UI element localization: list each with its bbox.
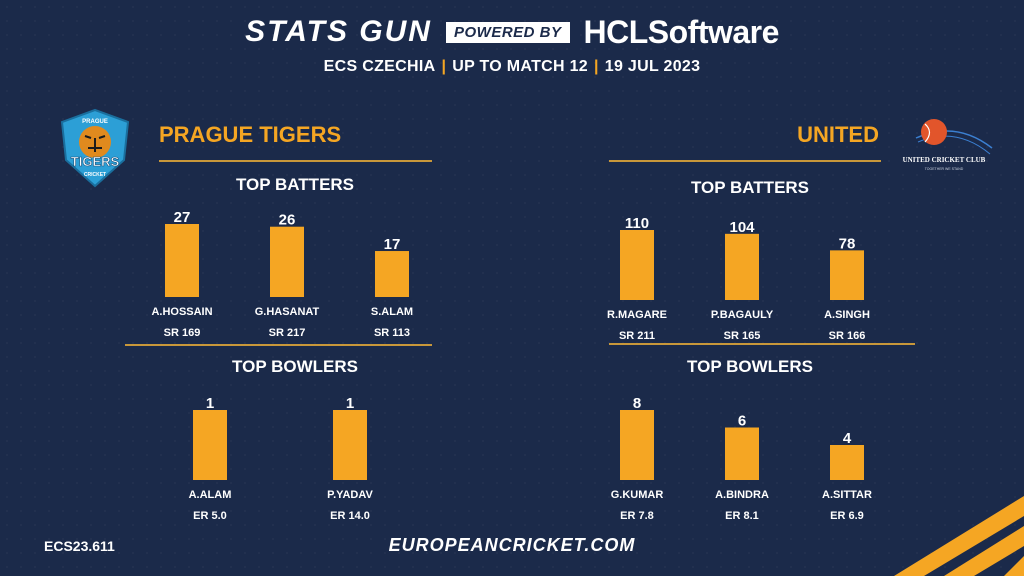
- header: STATS GUN POWERED BY HCLSoftware ECS CZE…: [0, 10, 1024, 76]
- section-title-right-bowlers: TOP BOWLERS: [687, 357, 813, 376]
- chart-left-batters: 27 A.HOSSAIN SR 169 26 G.HASANAT SR 217 17 S.AL…: [130, 205, 430, 340]
- subtitle-separator: |: [594, 58, 599, 75]
- player-stat-label: SR 169: [164, 327, 201, 339]
- player-stat-label: SR 113: [374, 327, 410, 339]
- bar-asingh: [830, 250, 864, 300]
- player-stat-label: ER 7.8: [620, 510, 654, 522]
- bar-value-label: 1: [346, 395, 354, 412]
- subtitle-matches: UP TO MATCH 12: [452, 58, 588, 75]
- bar-value-label: 1: [206, 395, 214, 412]
- subtitle-separator: |: [441, 58, 447, 75]
- brand-powered-by: POWERED BY: [445, 21, 570, 43]
- footer-code: ECS23.611: [44, 538, 115, 554]
- player-stat-label: SR 217: [269, 327, 306, 339]
- chart-left-batters-svg: 27 A.HOSSAIN SR 169 26 G.HASANAT SR 217 17 S.AL…: [151, 209, 413, 339]
- subtitle: ECS CZECHIA | UP TO MATCH 12 | 19 JUL 2023: [0, 58, 1024, 76]
- chart-right-batters: 110 R.MAGARE SR 211 104 P.BAGAULY SR 165 78 A.S…: [585, 208, 885, 343]
- player-stat-label: ER 5.0: [193, 510, 227, 522]
- bar-value-label: 17: [384, 236, 401, 253]
- chart-right-bowlers-svg: 8 G.KUMAR ER 7.8 6 A.BINDRA ER 8.1 4 A.SITTAR ER…: [611, 395, 872, 522]
- bar-value-label: 104: [729, 219, 755, 236]
- section-divider-left: [125, 344, 432, 346]
- player-name-label: G.KUMAR: [611, 489, 664, 501]
- player-name-label: R.MAGARE: [607, 309, 667, 321]
- brand-stats-gun: STATS GUN: [245, 15, 432, 48]
- bar-rmagare: [620, 230, 654, 300]
- player-name-label: A.SITTAR: [822, 489, 872, 501]
- bar-value-label: 78: [839, 235, 856, 252]
- bar-value-label: 26: [279, 212, 296, 229]
- brand-hcl-software: HCLSoftware: [583, 13, 780, 50]
- player-name-label: S.ALAM: [371, 306, 413, 318]
- player-name-label: A.HOSSAIN: [151, 306, 212, 318]
- bar-value-label: 110: [625, 215, 649, 232]
- team-divider-right: [609, 160, 881, 162]
- svg-text:PRAGUE: PRAGUE: [82, 119, 108, 125]
- chart-right-bowlers: 8 G.KUMAR ER 7.8 6 A.BINDRA ER 8.1 4 A.SITTAR ER…: [585, 388, 885, 522]
- subtitle-date: 19 JUL 2023: [604, 58, 701, 75]
- bar-asittar: [830, 445, 864, 480]
- svg-text:CRICKET: CRICKET: [84, 172, 106, 178]
- svg-text:TIGERS: TIGERS: [71, 154, 120, 169]
- bar-gkumar: [620, 410, 654, 480]
- subtitle-event: ECS CZECHIA: [323, 58, 436, 75]
- chart-left-bowlers-svg: 1 A.ALAM ER 5.0 1 P.YADAV ER 14.0: [189, 395, 374, 522]
- footer-website: EUROPEANCRICKET.COM: [388, 535, 636, 555]
- player-stat-label: ER 8.1: [725, 510, 759, 522]
- player-stat-label: ER 14.0: [330, 510, 370, 522]
- player-name-label: P.BAGAULY: [711, 309, 774, 321]
- player-name-label: P.YADAV: [327, 489, 373, 501]
- player-stat-label: SR 166: [829, 330, 866, 342]
- bar-aalam: [193, 410, 227, 480]
- bar-ghasanat: [270, 226, 304, 297]
- brand-row: STATS GUN POWERED BY HCLSoftware: [0, 10, 1024, 54]
- prague-tigers-logo: PRAGUE TIGERS CRICKET: [60, 108, 130, 188]
- player-name-label: A.SINGH: [824, 309, 870, 321]
- player-name-label: A.ALAM: [189, 489, 232, 501]
- player-name-label: A.BINDRA: [715, 489, 769, 501]
- player-stat-label: ER 6.9: [830, 510, 864, 522]
- section-title-left-bowlers: TOP BOWLERS: [232, 357, 358, 376]
- section-title-left-batters: TOP BATTERS: [235, 175, 355, 194]
- section-title-right-batters: TOP BATTERS: [690, 178, 810, 197]
- player-name-label: G.HASANAT: [255, 306, 320, 318]
- bar-value-label: 6: [738, 413, 746, 430]
- bar-salam: [375, 251, 409, 297]
- team-name-united: UNITED: [797, 122, 879, 147]
- team-name-prague-tigers: PRAGUE TIGERS: [159, 122, 342, 147]
- player-stat-label: SR 211: [619, 330, 655, 342]
- svg-text:TOGETHER WE STAND: TOGETHER WE STAND: [925, 167, 964, 171]
- bar-abindra: [725, 427, 759, 480]
- corner-stripes-decoration: [894, 496, 1024, 576]
- bar-pyadav: [333, 410, 367, 480]
- team-divider-left: [159, 160, 432, 162]
- bar-value-label: 4: [843, 430, 852, 447]
- chart-right-batters-svg: 110 R.MAGARE SR 211 104 P.BAGAULY SR 165 78 A.S…: [607, 215, 870, 342]
- chart-left-bowlers: 1 A.ALAM ER 5.0 1 P.YADAV ER 14.0: [160, 388, 440, 522]
- bar-value-label: 8: [633, 395, 641, 412]
- bar-value-label: 27: [174, 209, 191, 226]
- svg-text:UNITED CRICKET CLUB: UNITED CRICKET CLUB: [903, 156, 986, 164]
- bar-pbagauly: [725, 233, 759, 300]
- united-cricket-club-logo: UNITED CRICKET CLUB TOGETHER WE STAND: [903, 119, 993, 171]
- player-stat-label: SR 165: [724, 330, 761, 342]
- bar-ahossain: [165, 224, 199, 297]
- section-divider-right: [609, 343, 915, 345]
